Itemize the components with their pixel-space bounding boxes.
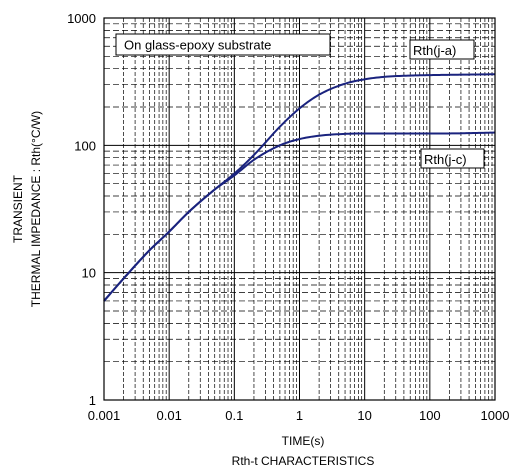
x-tick-label: 0.01 <box>157 408 182 423</box>
series-lines <box>103 73 496 302</box>
y-tick-labels: 1 10 100 1000 <box>67 11 96 408</box>
x-tick-label: 1000 <box>481 408 510 423</box>
x-tick-labels: 0.001 0.01 0.1 1 10 100 1000 <box>88 408 510 423</box>
x-tick-label: 10 <box>357 408 371 423</box>
y-axis-label-line2: THERMAL IMPEDANCE : Rth(°C/W) <box>29 111 43 307</box>
plot-frame <box>103 17 496 401</box>
x-tick-label: 0.001 <box>88 408 121 423</box>
y-tick-label: 1 <box>89 393 96 408</box>
series-label-rth-jc: Rth(j-c) <box>424 152 467 167</box>
annotation-text: On glass-epoxy substrate <box>124 38 271 53</box>
chart-caption: Rth-t CHARACTERISTICS <box>232 454 375 468</box>
annotation-box: On glass-epoxy substrate <box>115 33 331 56</box>
x-tick-label: 0.1 <box>225 408 243 423</box>
y-tick-label: 100 <box>74 138 96 153</box>
legend-label-rth-ja: Rth(j-a) <box>409 39 475 60</box>
y-tick-label: 10 <box>82 266 96 281</box>
series-line-rth-jc <box>103 131 496 302</box>
y-axis-label-line1: TRANSIENT <box>11 174 25 243</box>
x-axis-label: TIME(s) <box>282 434 325 448</box>
series-label-rth-ja: Rth(j-a) <box>413 43 456 58</box>
x-tick-label: 1 <box>296 408 303 423</box>
x-tick-label: 100 <box>419 408 441 423</box>
legend-label-rth-jc: Rth(j-c) <box>420 148 485 169</box>
y-tick-label: 1000 <box>67 11 96 26</box>
